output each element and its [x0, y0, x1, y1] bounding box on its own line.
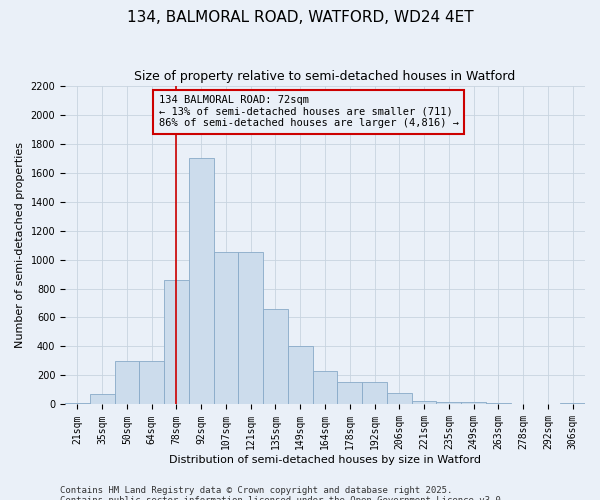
Bar [214, 252, 238, 404]
Bar [189, 158, 214, 404]
Bar [288, 346, 313, 405]
Bar [164, 280, 189, 404]
Bar [461, 402, 486, 404]
Bar [412, 401, 436, 404]
Bar [560, 403, 585, 404]
Bar [436, 402, 461, 404]
Bar [263, 309, 288, 404]
Bar [313, 371, 337, 404]
Text: 134, BALMORAL ROAD, WATFORD, WD24 4ET: 134, BALMORAL ROAD, WATFORD, WD24 4ET [127, 10, 473, 25]
Text: Contains public sector information licensed under the Open Government Licence v3: Contains public sector information licen… [60, 496, 506, 500]
Bar [90, 394, 115, 404]
Bar [362, 382, 387, 404]
Bar [387, 393, 412, 404]
Bar [486, 403, 511, 404]
Bar [139, 361, 164, 405]
Bar [65, 403, 90, 404]
X-axis label: Distribution of semi-detached houses by size in Watford: Distribution of semi-detached houses by … [169, 455, 481, 465]
Text: 134 BALMORAL ROAD: 72sqm
← 13% of semi-detached houses are smaller (711)
86% of : 134 BALMORAL ROAD: 72sqm ← 13% of semi-d… [158, 95, 458, 128]
Bar [115, 361, 139, 405]
Text: Contains HM Land Registry data © Crown copyright and database right 2025.: Contains HM Land Registry data © Crown c… [60, 486, 452, 495]
Bar [238, 252, 263, 404]
Y-axis label: Number of semi-detached properties: Number of semi-detached properties [15, 142, 25, 348]
Title: Size of property relative to semi-detached houses in Watford: Size of property relative to semi-detach… [134, 70, 515, 83]
Bar [337, 382, 362, 404]
